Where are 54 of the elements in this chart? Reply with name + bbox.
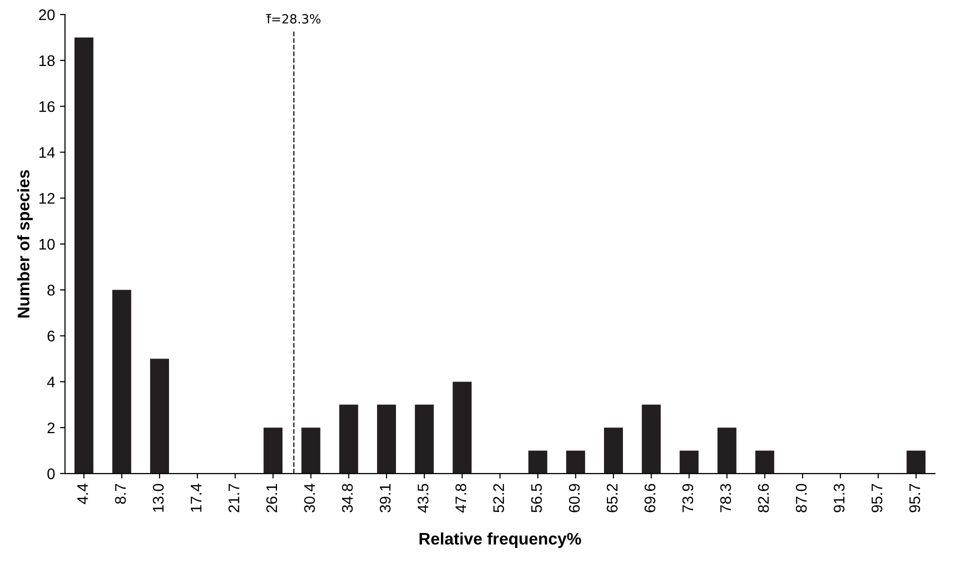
- x-tick-label: 56.5: [531, 484, 542, 512]
- x-tick-label: 60.9: [568, 484, 580, 512]
- bar: [414, 404, 434, 474]
- bar: [339, 404, 358, 474]
- x-tick-label: 82.6: [758, 484, 769, 512]
- x-tick-label: 78.3: [720, 484, 732, 512]
- y-tick-label: 18: [39, 55, 55, 66]
- y-tick-label: 0: [47, 468, 55, 480]
- x-tick-label: 47.8: [455, 484, 466, 513]
- x-tick-label: 17.4: [190, 484, 202, 512]
- y-tick-label: 8: [47, 284, 55, 296]
- x-tick-label: 95.7: [909, 484, 920, 512]
- x-tick-label: 39.1: [380, 484, 391, 512]
- x-tick-label: 95.7: [872, 484, 882, 512]
- x-tick-label: 4.4: [77, 484, 88, 504]
- bar: [642, 404, 661, 474]
- x-tick-label: 65.2: [606, 484, 618, 512]
- y-tick-label: 2: [48, 422, 55, 434]
- y-tick-label: 4: [47, 376, 55, 388]
- bar: [264, 428, 282, 474]
- bar: [74, 37, 94, 474]
- bar: [906, 450, 926, 474]
- x-tick-label: 34.8: [342, 484, 353, 512]
- x-tick-label: 87.0: [796, 484, 807, 512]
- x-tick-label: 8.7: [115, 484, 126, 504]
- bar: [112, 290, 132, 474]
- bar: [755, 450, 774, 474]
- x-tick-label: 21.7: [228, 484, 240, 512]
- x-tick-label: 26.1: [266, 484, 278, 512]
- y-tick-label: 20: [39, 9, 55, 20]
- bar: [528, 450, 548, 474]
- y-tick-label: 12: [39, 192, 55, 204]
- bar: [566, 450, 586, 474]
- bar: [680, 450, 699, 474]
- y-tick-label: 16: [39, 101, 55, 112]
- y-axis-title: Number of species: [17, 170, 33, 318]
- x-tick-label: 91.3: [834, 484, 845, 512]
- bar: [377, 404, 396, 474]
- bar: [301, 428, 320, 474]
- x-tick-label: 13.0: [152, 484, 164, 512]
- y-tick-label: 6: [48, 330, 55, 342]
- bar: [604, 428, 623, 474]
- x-axis-title: Relative frequency%: [420, 532, 582, 548]
- x-tick-label: 73.9: [682, 484, 694, 512]
- bar: [717, 428, 736, 474]
- bar: [452, 382, 472, 474]
- y-tick-label: 10: [39, 238, 55, 250]
- x-tick-label: 69.6: [644, 484, 656, 512]
- y-tick-label: 14: [39, 147, 55, 158]
- bar: [150, 358, 170, 474]
- x-tick-label: 30.4: [304, 484, 315, 512]
- x-tick-label: 52.2: [493, 484, 504, 512]
- x-tick-label: 43.5: [418, 484, 428, 513]
- annotation: f̄=28.3%: [266, 14, 320, 24]
